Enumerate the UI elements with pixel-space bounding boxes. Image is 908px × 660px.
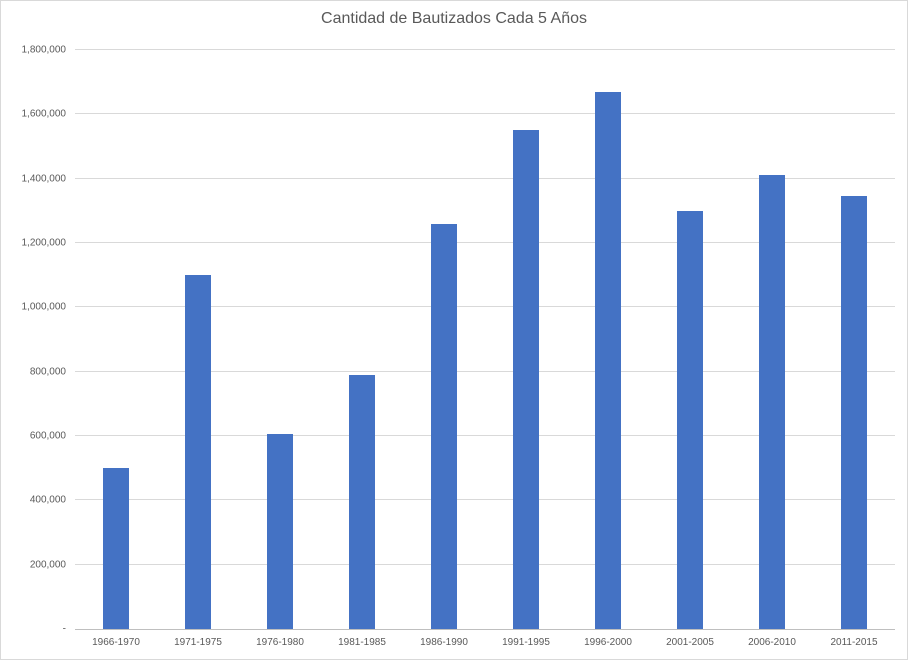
bar-1971-1975	[185, 275, 211, 629]
y-tick-label: 600,000	[29, 430, 66, 442]
y-tick-label: -	[62, 623, 66, 635]
x-tick-label: 2001-2005	[666, 637, 714, 648]
gridline	[75, 499, 895, 501]
y-tick-label: 1,800,000	[21, 44, 67, 56]
gridline	[75, 49, 895, 50]
bar-2001-2005	[677, 210, 703, 629]
bar-2011-2015	[841, 196, 867, 629]
bar-1966-1970	[103, 468, 129, 629]
x-tick-label: 1971-1975	[174, 637, 222, 648]
y-tick-label: 800,000	[29, 366, 66, 378]
gridline	[75, 306, 895, 308]
plot-area	[75, 49, 895, 630]
gridline	[75, 177, 895, 179]
x-tick-label: 1966-1970	[92, 637, 140, 648]
x-tick-label: 1991-1995	[502, 637, 550, 648]
bar-1991-1995	[513, 130, 539, 629]
x-tick-label: 1986-1990	[420, 637, 468, 648]
y-tick-label: 1,200,000	[21, 237, 67, 249]
gridline	[75, 242, 895, 243]
bar-1976-1980	[267, 434, 293, 629]
y-tick-label: 1,000,000	[21, 301, 67, 313]
y-tick-label: 400,000	[29, 494, 66, 506]
bar-1996-2000	[595, 91, 621, 629]
x-tick-label: 1981-1985	[338, 637, 386, 648]
bar-2006-2010	[759, 175, 785, 629]
gridline	[75, 435, 895, 436]
gridline	[75, 563, 895, 565]
chart-title: Cantidad de Bautizados Cada 5 Años	[321, 10, 587, 27]
gridline	[75, 113, 895, 115]
x-axis: 1966-1970 1971-1975 1976-1980 1981-1985 1986…	[75, 637, 895, 653]
x-tick-label: 1996-2000	[584, 637, 632, 648]
bar-1981-1985	[349, 374, 375, 629]
y-tick-label: 1,400,000	[21, 173, 67, 185]
y-axis: - 200,000 400,000 600,000 800,000 1,000,000 1,…	[1, 45, 67, 635]
x-tick-label: 2011-2015	[830, 637, 878, 648]
y-tick-label: 200,000	[29, 559, 66, 571]
x-tick-label: 2006-2010	[748, 637, 796, 648]
x-tick-label: 1976-1980	[256, 637, 304, 648]
gridline	[75, 370, 895, 372]
bar-1986-1990	[431, 223, 457, 629]
y-tick-label: 1,600,000	[21, 108, 67, 120]
